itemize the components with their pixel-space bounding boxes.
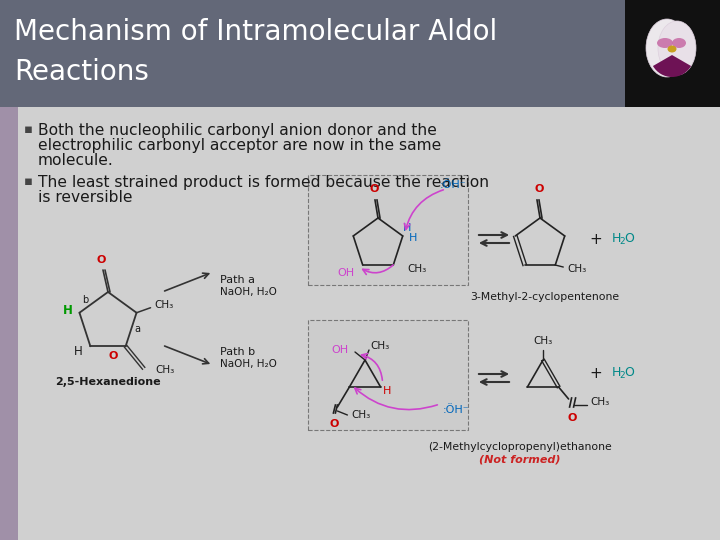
- Ellipse shape: [657, 38, 673, 48]
- Bar: [625, 0, 720, 107]
- Text: molecule.: molecule.: [38, 153, 114, 168]
- Text: H: H: [402, 223, 411, 233]
- Ellipse shape: [667, 45, 677, 52]
- Text: Reactions: Reactions: [14, 58, 149, 86]
- Text: electrophilic carbonyl acceptor are now in the same: electrophilic carbonyl acceptor are now …: [38, 138, 441, 153]
- Text: OH: OH: [338, 268, 355, 278]
- Text: O: O: [330, 419, 339, 429]
- Text: NaOH, H₂O: NaOH, H₂O: [220, 287, 277, 297]
- Text: CH₃: CH₃: [156, 365, 175, 375]
- Text: CH₃: CH₃: [534, 336, 553, 346]
- FancyBboxPatch shape: [308, 320, 468, 430]
- Text: ▪: ▪: [24, 175, 33, 188]
- Text: H: H: [612, 233, 621, 246]
- Text: CH₃: CH₃: [590, 397, 610, 407]
- Text: Both the nucleophilic carbonyl anion donor and the: Both the nucleophilic carbonyl anion don…: [38, 123, 437, 138]
- Text: a: a: [134, 325, 140, 334]
- Text: Path a: Path a: [220, 275, 255, 285]
- Text: (Not formed): (Not formed): [480, 454, 561, 464]
- Text: O: O: [369, 184, 379, 194]
- Text: 2: 2: [619, 372, 625, 381]
- Text: Path b: Path b: [220, 347, 255, 357]
- Ellipse shape: [672, 38, 686, 48]
- Text: 2,5-Hexanedione: 2,5-Hexanedione: [55, 377, 161, 387]
- Text: CH₃: CH₃: [567, 264, 587, 274]
- Text: +: +: [590, 366, 603, 381]
- Bar: [0, 107, 18, 540]
- Text: :ÖH⁻: :ÖH⁻: [439, 180, 466, 190]
- Text: O: O: [108, 352, 117, 361]
- Text: CH₃: CH₃: [351, 410, 371, 420]
- FancyBboxPatch shape: [308, 175, 468, 285]
- Text: ▪: ▪: [24, 123, 33, 136]
- Ellipse shape: [646, 19, 688, 77]
- Text: H: H: [612, 367, 621, 380]
- Bar: [0, 0, 625, 107]
- Text: H: H: [408, 233, 417, 243]
- Text: H: H: [63, 304, 73, 317]
- Text: is reversible: is reversible: [38, 190, 132, 205]
- Bar: [18, 107, 720, 540]
- Text: (2-Methylcyclopropenyl)ethanone: (2-Methylcyclopropenyl)ethanone: [428, 442, 612, 452]
- Text: 2: 2: [619, 238, 625, 246]
- Text: CH₃: CH₃: [155, 300, 174, 310]
- Text: :ÖH⁻: :ÖH⁻: [443, 405, 469, 415]
- Text: 3-Methyl-2-cyclopentenone: 3-Methyl-2-cyclopentenone: [470, 292, 620, 302]
- Text: The least strained product is formed because the reaction: The least strained product is formed bec…: [38, 175, 489, 190]
- Text: b: b: [83, 295, 89, 305]
- Text: H: H: [74, 345, 83, 358]
- Text: O: O: [568, 413, 577, 423]
- Text: O: O: [96, 255, 106, 265]
- Ellipse shape: [658, 21, 696, 75]
- Text: NaOH, H₂O: NaOH, H₂O: [220, 359, 277, 369]
- Text: CH₃: CH₃: [370, 341, 390, 351]
- Text: +: +: [590, 232, 603, 246]
- Wedge shape: [653, 55, 691, 77]
- Text: O: O: [534, 184, 544, 194]
- Text: H: H: [382, 386, 391, 396]
- Text: O: O: [624, 367, 634, 380]
- Text: OH: OH: [332, 345, 349, 355]
- Text: O: O: [624, 233, 634, 246]
- Text: CH₃: CH₃: [408, 264, 426, 274]
- Text: Mechanism of Intramolecular Aldol: Mechanism of Intramolecular Aldol: [14, 18, 498, 46]
